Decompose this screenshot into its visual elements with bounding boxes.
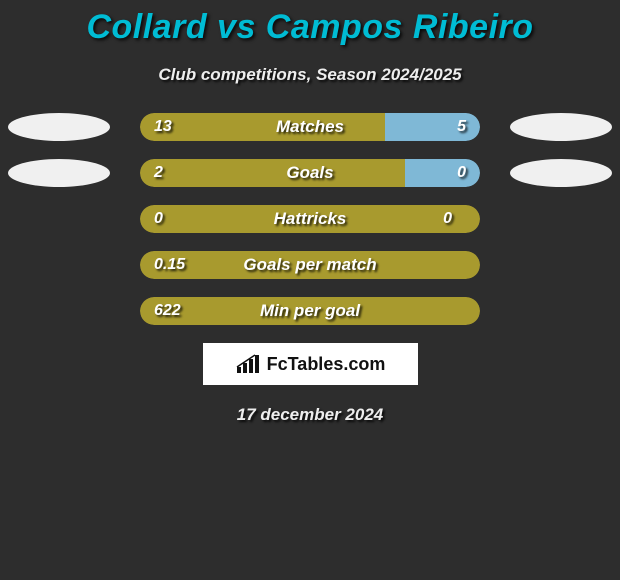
stat-bar-left: 13 [140,113,385,141]
stat-value-right: 0 [457,164,480,182]
footer-date: 17 december 2024 [0,405,620,425]
stat-bar-left: 2 [140,159,405,187]
player-marker-left [8,113,110,141]
stat-label: Goals per match [243,255,376,275]
stat-bar: 0.15 Goals per match [140,251,480,279]
stat-value-right: 5 [457,118,480,136]
player-marker-right [510,159,612,187]
stat-label: Min per goal [260,301,360,321]
stat-label: Goals [286,163,333,183]
stat-row: 0.15 Goals per match [0,251,620,279]
stat-label: Matches [276,117,344,137]
stat-rows: 13 5 Matches 2 0 Goals 0 0 Hattricks 0.15 Goals pe… [0,113,620,325]
stat-row: 13 5 Matches [0,113,620,141]
stat-bar: 13 5 Matches [140,113,480,141]
comparison-infographic: Collard vs Campos Ribeiro Club competiti… [0,0,620,425]
stat-row: 622 Min per goal [0,297,620,325]
stat-value-right: 0 [443,210,466,228]
bars-icon [235,353,261,375]
stat-bar-right: 0 [405,159,480,187]
player-marker-right [510,113,612,141]
stat-value-left: 13 [140,118,172,136]
player-marker-left [8,159,110,187]
stat-bar: 622 Min per goal [140,297,480,325]
source-badge: FcTables.com [203,343,418,385]
stat-value-left: 2 [140,164,163,182]
page-title: Collard vs Campos Ribeiro [0,8,620,47]
stat-value-left: 622 [140,302,181,320]
page-subtitle: Club competitions, Season 2024/2025 [0,65,620,85]
stat-bar: 2 0 Goals [140,159,480,187]
stat-bar: 0 0 Hattricks [140,205,480,233]
stat-row: 2 0 Goals [0,159,620,187]
stat-value-left: 0.15 [140,256,185,274]
stat-row: 0 0 Hattricks [0,205,620,233]
stat-bar-right: 5 [385,113,480,141]
source-badge-text: FcTables.com [267,354,386,375]
stat-value-left: 0 [140,210,163,228]
stat-label: Hattricks [274,209,347,229]
